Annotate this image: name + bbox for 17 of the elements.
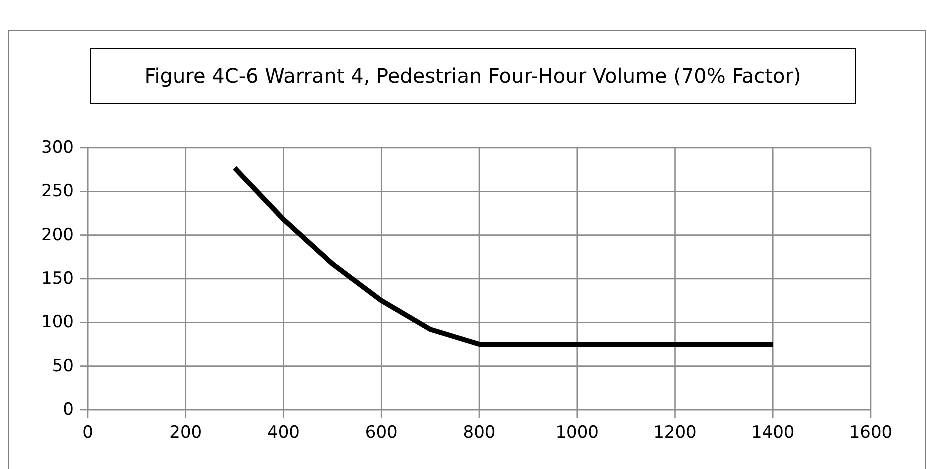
x-tick-label: 1400 (751, 423, 795, 443)
y-tick-label: 250 (42, 182, 74, 202)
y-tick-label: 0 (63, 400, 74, 420)
y-tick-label: 200 (42, 225, 74, 246)
y-tick-label: 150 (42, 269, 74, 289)
x-tick-label: 1200 (654, 423, 697, 443)
x-tick-label: 1000 (556, 423, 600, 443)
x-tick-label: 1600 (849, 423, 893, 443)
x-tick-label: 200 (170, 423, 202, 443)
x-tick-label: 0 (82, 423, 94, 443)
x-tick-label: 600 (365, 423, 398, 443)
x-tick-label: 400 (268, 423, 300, 443)
x-tick-label: 800 (463, 423, 496, 443)
y-tick-label: 300 (42, 138, 74, 158)
y-tick-label: 100 (42, 312, 74, 333)
chart-title: Figure 4C-6 Warrant 4, Pedestrian Four-Hour Volume (70% Factor) (144, 64, 802, 88)
y-tick-label: 50 (52, 356, 74, 376)
